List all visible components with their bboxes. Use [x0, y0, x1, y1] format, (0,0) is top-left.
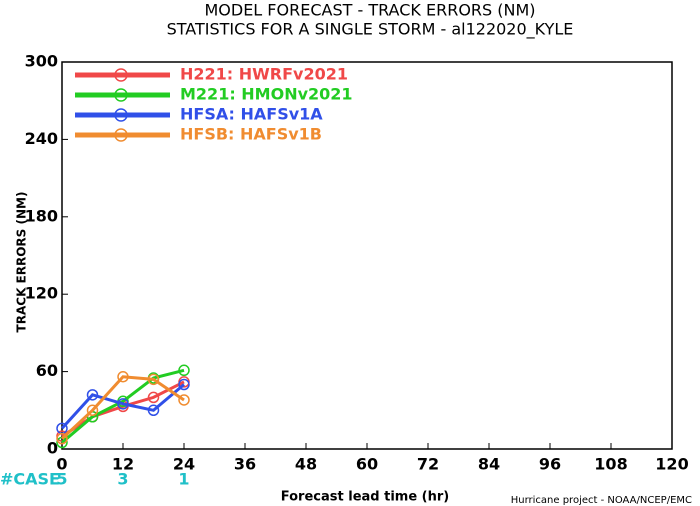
x-tick-label: 12: [112, 455, 134, 474]
y-axis-label: TRACK ERRORS (NM): [15, 192, 29, 333]
footer: Hurricane project - NOAA/NCEP/EMC: [511, 495, 692, 506]
data-line: [61, 368, 185, 444]
x-tick-label: 72: [417, 455, 439, 474]
data-point: [117, 371, 129, 383]
data-point: [147, 391, 160, 404]
data-line: [60, 383, 185, 430]
chart-title: MODEL FORECAST - TRACK ERRORS (NM): [204, 1, 535, 20]
data-line: [60, 375, 185, 440]
legend-marker: [114, 68, 128, 82]
data-point: [56, 432, 68, 445]
data-point: [86, 404, 99, 417]
x-tick-label: 84: [478, 455, 500, 474]
data-point: [178, 378, 190, 391]
x-tick-label: 24: [173, 455, 195, 474]
y-tick-label: 180: [25, 206, 58, 225]
legend-label: HFSB: HAFSv1B: [180, 125, 322, 144]
legend-label: HFSA: HAFSv1A: [180, 105, 323, 124]
data-point: [117, 398, 129, 410]
x-tick-label: 120: [655, 455, 688, 474]
plot-frame: [61, 61, 673, 450]
case-count: 1: [178, 470, 189, 489]
legend-label: M221: HMONv2021: [180, 85, 353, 104]
y-tick-label: 120: [25, 284, 58, 303]
legend-marker: [114, 128, 128, 142]
chart-subtitle: STATISTICS FOR A SINGLE STORM - al122020…: [167, 20, 574, 40]
legend-marker: [114, 108, 128, 122]
legend-marker: [114, 88, 128, 102]
case-count: 5: [56, 470, 67, 489]
data-point: [178, 364, 190, 377]
y-tick-label: 300: [25, 52, 58, 71]
legend-label: H221: HWRFv2021: [180, 65, 348, 84]
x-tick-label: 96: [539, 455, 561, 474]
x-tick-label: 60: [356, 455, 378, 474]
x-tick-label: 0: [56, 455, 67, 474]
y-tick-label: 0: [47, 439, 58, 458]
data-point: [147, 373, 160, 386]
data-point: [147, 404, 160, 417]
x-tick-label: 36: [234, 455, 256, 474]
y-tick-label: 240: [25, 129, 58, 148]
case-label: #CASE: [0, 470, 60, 489]
data-point: [178, 394, 190, 406]
x-axis-label: Forecast lead time (hr): [281, 490, 449, 505]
data-point: [86, 389, 99, 401]
y-tick-label: 60: [36, 361, 58, 380]
x-tick-label: 108: [594, 455, 627, 474]
case-count: 3: [117, 470, 128, 489]
x-tick-label: 48: [295, 455, 317, 474]
